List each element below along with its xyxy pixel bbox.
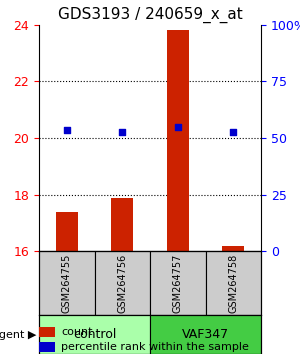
Point [231,130,236,135]
Point [64,127,69,132]
FancyBboxPatch shape [39,251,94,315]
Text: GSM264758: GSM264758 [228,253,238,313]
FancyBboxPatch shape [94,251,150,315]
FancyBboxPatch shape [150,315,261,354]
Text: GSM264756: GSM264756 [117,253,127,313]
Text: percentile rank within the sample: percentile rank within the sample [61,342,249,352]
FancyBboxPatch shape [206,251,261,315]
Point [175,124,180,130]
Text: agent ▶: agent ▶ [0,330,36,339]
FancyBboxPatch shape [150,251,206,315]
Bar [39,327,55,337]
Title: GDS3193 / 240659_x_at: GDS3193 / 240659_x_at [58,7,242,23]
Text: GSM264757: GSM264757 [173,253,183,313]
Point [120,130,125,135]
FancyBboxPatch shape [39,315,150,354]
Text: GSM264755: GSM264755 [62,253,72,313]
Text: control: control [73,328,116,341]
Bar [222,246,244,251]
Bar [39,342,55,353]
Bar [56,212,78,251]
Text: VAF347: VAF347 [182,328,229,341]
Text: count: count [61,327,93,337]
Bar [111,198,134,251]
Bar [167,30,189,251]
